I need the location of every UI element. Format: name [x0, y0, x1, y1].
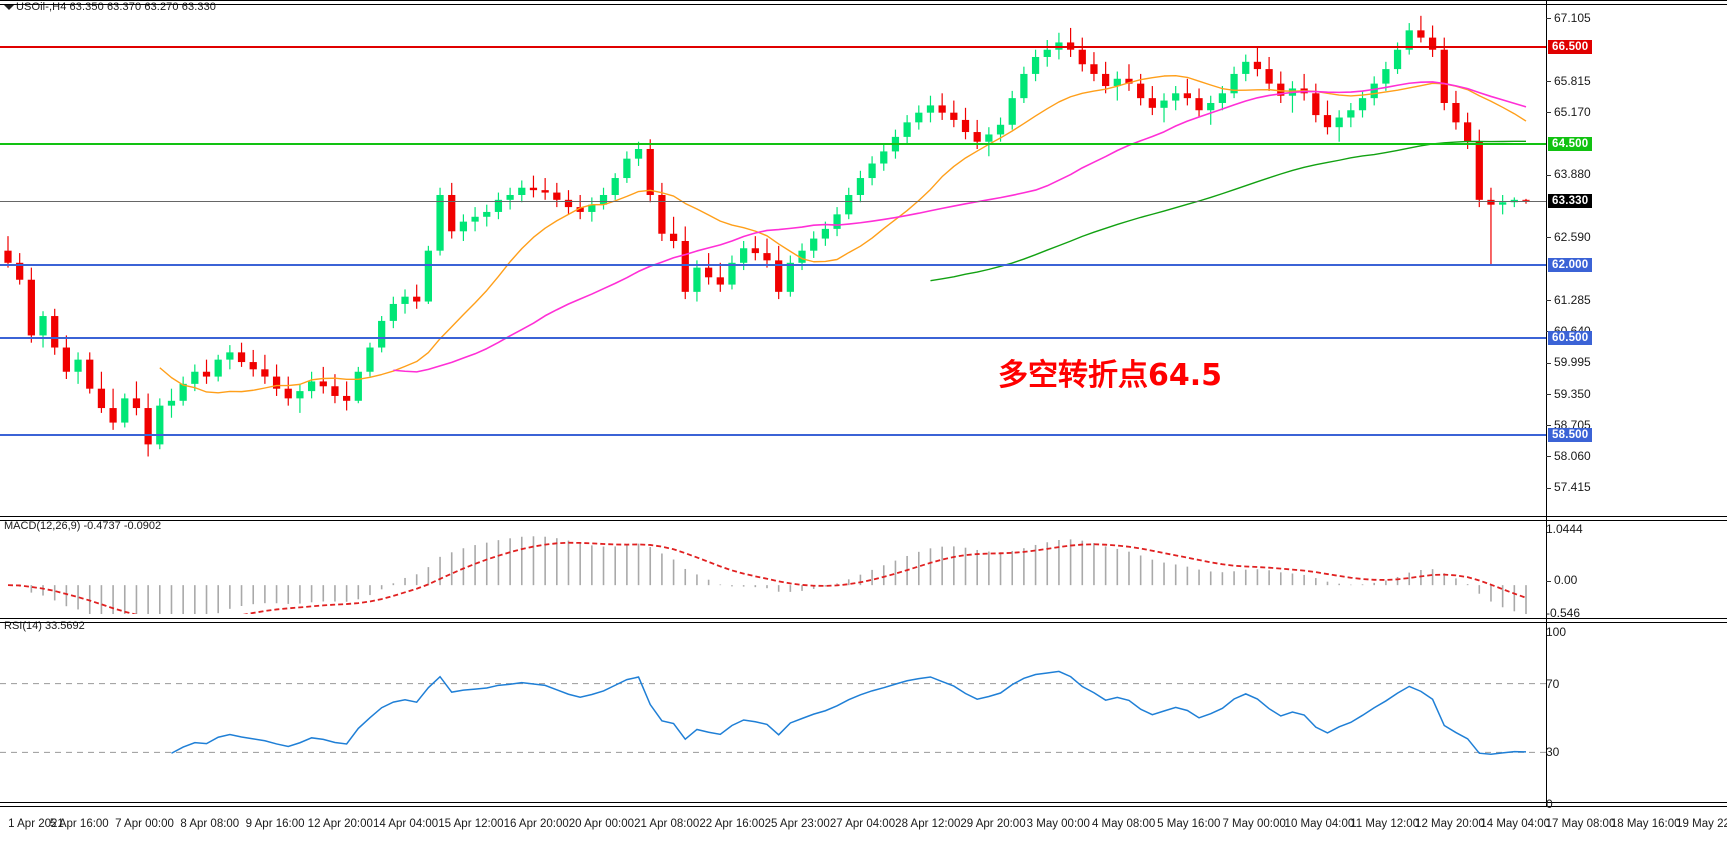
macd-tick: 0.00 [1546, 573, 1577, 587]
price-tick: 59.350 [1546, 387, 1591, 401]
time-tick: 9 Apr 16:00 [245, 818, 305, 830]
price-tick: 59.995 [1546, 355, 1591, 369]
macd-label: MACD(12,26,9) -0.4737 -0.0902 [4, 520, 162, 532]
time-tick: 7 Apr 00:00 [115, 818, 174, 830]
price-tick: 67.105 [1546, 11, 1591, 25]
separator-macd-rsi [0, 618, 1727, 619]
time-tick: 12 Apr 20:00 [307, 818, 373, 830]
separator-bottom-2 [0, 806, 1727, 807]
level-line-pivot[interactable] [0, 143, 1546, 146]
rsi-tick: 30 [1546, 745, 1560, 760]
rsi-tick: 0 [1546, 797, 1553, 811]
time-tick: 14 May 04:00 [1480, 818, 1551, 830]
separator-top2 [0, 4, 1727, 5]
time-tick: 8 Apr 08:00 [180, 818, 240, 830]
separator-price-macd-2 [0, 520, 1727, 521]
rsi-series-canvas [0, 670, 1546, 755]
time-tick: 27 Apr 04:00 [829, 818, 896, 830]
time-tick: 15 Apr 12:00 [438, 818, 504, 830]
time-tick: 17 May 08:00 [1545, 818, 1616, 830]
separator-bottom [0, 802, 1727, 803]
price-axis-line [1546, 0, 1547, 806]
price-tick: 57.415 [1546, 480, 1591, 494]
time-tick: 5 Apr 16:00 [49, 818, 109, 830]
time-tick: 7 May 00:00 [1222, 818, 1286, 830]
time-tick: 20 Apr 00:00 [568, 818, 635, 830]
time-tick: 16 Apr 20:00 [503, 818, 569, 830]
price-tick: 63.880 [1546, 167, 1591, 181]
level-line-current-price[interactable] [0, 200, 1546, 202]
symbol-ohlc-label: USOil-,H4 63.350 63.370 63.270 63.330 [16, 1, 217, 13]
time-tick: 12 May 20:00 [1415, 818, 1485, 830]
rsi-tick: 100 [1546, 625, 1567, 639]
time-tick: 21 Apr 08:00 [634, 818, 700, 830]
price-tick: 65.815 [1546, 74, 1591, 88]
level-line-support-3[interactable] [0, 433, 1546, 436]
price-tick: 58.060 [1546, 449, 1591, 463]
macd-series-canvas [7, 536, 1527, 614]
price-series-canvas [4, 15, 1530, 457]
macd-tick: -0.546 [1546, 606, 1581, 620]
price-tick: 61.285 [1546, 293, 1591, 307]
time-tick: 25 Apr 23:00 [764, 818, 830, 830]
level-line-support-2[interactable] [0, 336, 1546, 339]
separator-macd-rsi-2 [0, 622, 1727, 623]
time-tick: 3 May 00:00 [1026, 818, 1090, 830]
level-line-support-1[interactable] [0, 264, 1546, 267]
time-tick: 5 May 16:00 [1157, 818, 1221, 830]
chart-annotation: 多空转折点64.5 [998, 358, 1223, 393]
chevron-down-icon[interactable] [4, 5, 14, 10]
time-tick: 10 May 04:00 [1284, 818, 1355, 830]
symbol-bar: USOil-,H4 63.350 63.370 63.270 63.330 [0, 0, 1727, 14]
separator-top [0, 0, 1727, 1]
time-tick: 29 Apr 20:00 [960, 818, 1026, 830]
price-badge-64.500[interactable]: 64.500 [1548, 137, 1593, 152]
time-axis[interactable]: 1 Apr 2021 5 Apr 16:00 7 Apr 00:00 8 Apr 08… [0, 812, 1727, 841]
time-tick: 11 May 12:00 [1350, 818, 1420, 830]
time-tick: 22 Apr 16:00 [699, 818, 765, 830]
time-tick: 14 Apr 04:00 [372, 818, 439, 830]
macd-tick: 1.0444 [1546, 522, 1583, 536]
price-badge-60.500[interactable]: 60.500 [1548, 330, 1593, 345]
separator-price-macd [0, 516, 1727, 517]
rsi-tick: 70 [1546, 676, 1560, 691]
time-tick: 28 Apr 12:00 [895, 818, 961, 830]
price-tick: 62.590 [1546, 230, 1591, 244]
time-tick: 1 Apr 2021 [8, 818, 64, 830]
time-tick: 18 May 16:00 [1610, 818, 1681, 830]
price-badge-63.330[interactable]: 63.330 [1548, 193, 1593, 208]
rsi-panel [0, 626, 1546, 806]
price-badge-58.500[interactable]: 58.500 [1548, 427, 1593, 442]
time-tick: 4 May 08:00 [1091, 818, 1156, 830]
price-axis[interactable]: 67.10565.81565.17063.88062.59061.28560.6… [1546, 0, 1727, 811]
level-line-resistance[interactable] [0, 46, 1546, 49]
time-tick: 19 May 22:00 [1676, 818, 1727, 830]
price-tick: 65.170 [1546, 105, 1591, 119]
rsi-label: RSI(14) 33.5692 [4, 620, 85, 632]
price-badge-66.500[interactable]: 66.500 [1548, 40, 1593, 55]
price-badge-62.000[interactable]: 62.000 [1548, 258, 1593, 273]
